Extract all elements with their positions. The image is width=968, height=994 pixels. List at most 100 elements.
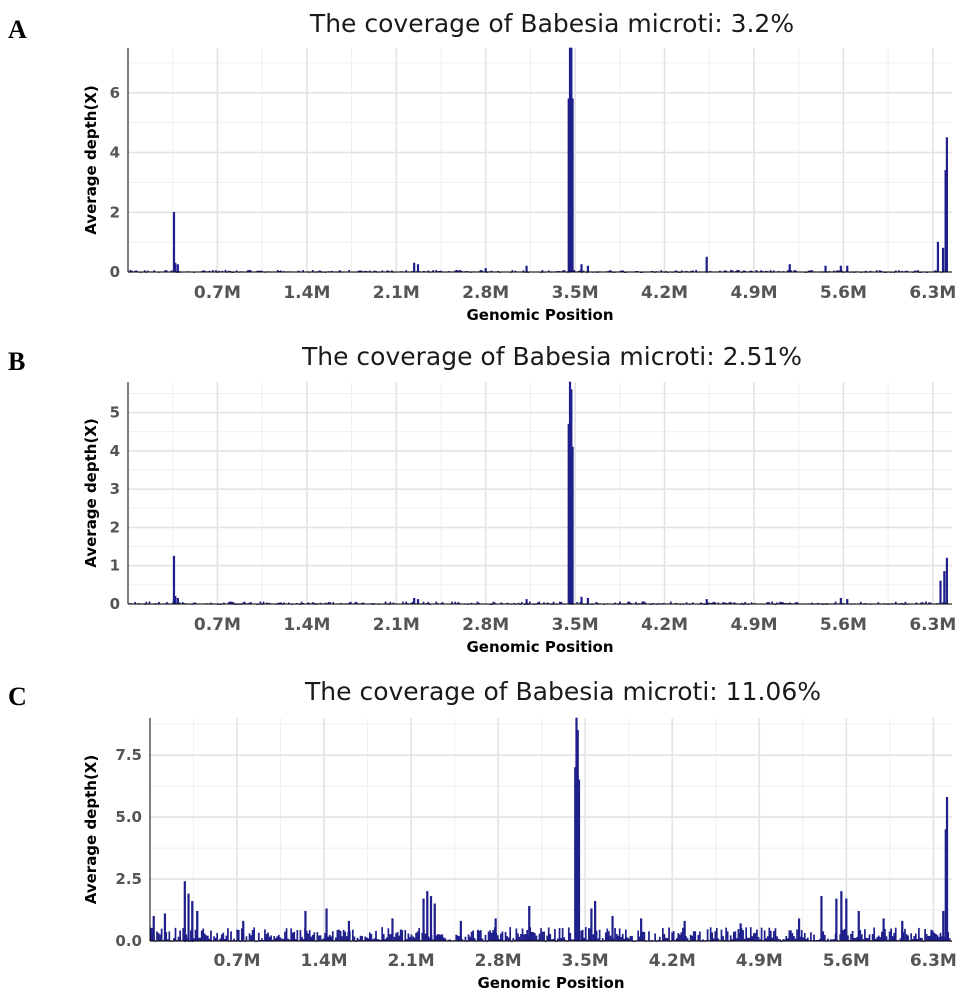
coverage-peak — [835, 898, 838, 942]
coverage-bar — [359, 935, 362, 942]
coverage-peak — [174, 596, 177, 605]
coverage-bar — [879, 937, 882, 942]
coverage-peak — [416, 264, 420, 273]
x-tick-label: 3.5M — [562, 951, 609, 971]
coverage-bars — [129, 381, 948, 605]
coverage-bar — [290, 928, 293, 942]
coverage-bar — [637, 930, 640, 942]
coverage-bar — [931, 930, 934, 942]
coverage-bar — [540, 928, 542, 942]
coverage-bar — [885, 936, 888, 942]
coverage-bar — [788, 930, 791, 942]
coverage-bar — [873, 927, 876, 942]
coverage-peak — [494, 918, 497, 942]
coverage-bar — [729, 935, 732, 942]
coverage-bar — [654, 933, 657, 942]
y-tick-label: 2.5 — [115, 870, 142, 888]
coverage-bar — [182, 928, 185, 942]
coverage-bar — [382, 933, 385, 942]
coverage-bar — [737, 929, 740, 942]
coverage-bar — [370, 933, 373, 942]
coverage-bar — [327, 936, 330, 942]
coverage-peak — [242, 920, 245, 942]
coverage-bar — [754, 932, 757, 942]
coverage-bar — [492, 930, 495, 942]
coverage-peak — [845, 898, 848, 942]
coverage-bar — [581, 929, 584, 942]
coverage-peak — [176, 264, 179, 273]
coverage-bar — [222, 932, 225, 942]
coverage-bar — [547, 927, 550, 942]
coverage-bar — [179, 930, 181, 942]
coverage-bar — [404, 929, 407, 942]
coverage-bar — [558, 928, 561, 942]
x-tick-label: 2.1M — [373, 615, 420, 635]
coverage-bar — [458, 936, 461, 942]
coverage-bar — [177, 936, 180, 942]
coverage-bar — [156, 931, 158, 942]
coverage-peak — [196, 910, 199, 942]
coverage-bar — [763, 930, 766, 942]
coverage-bar — [543, 931, 545, 942]
x-tick-label: 4.2M — [641, 615, 688, 635]
coverage-bar — [336, 930, 339, 942]
coverage-bar — [424, 933, 427, 942]
coverage-bar — [439, 934, 442, 942]
coverage-bar — [157, 933, 160, 942]
coverage-bar — [850, 933, 852, 942]
coverage-bar — [773, 931, 775, 942]
y-tick-label: 0.0 — [115, 932, 142, 950]
coverage-peak — [901, 920, 904, 942]
coverage-bars — [127, 47, 948, 273]
y-tick-label: 4 — [110, 144, 120, 162]
x-tick-label: 4.9M — [736, 951, 783, 971]
x-axis-label: Genomic Position — [466, 306, 613, 324]
coverage-bar — [618, 928, 621, 942]
coverage-bar — [924, 929, 926, 942]
coverage-bar — [518, 936, 521, 942]
coverage-bar — [213, 936, 215, 942]
coverage-bar — [270, 935, 272, 942]
coverage-peak — [577, 779, 581, 942]
coverage-bar — [598, 929, 601, 942]
coverage-peak — [183, 881, 186, 942]
coverage-bar — [860, 934, 863, 942]
coverage-bar — [490, 932, 493, 942]
coverage-bar — [904, 928, 906, 942]
coverage-bar — [532, 932, 535, 942]
coverage-bar — [202, 928, 205, 942]
coverage-bar — [561, 927, 564, 942]
coverage-bar — [888, 931, 891, 942]
coverage-bar — [677, 933, 680, 942]
coverage-bar — [587, 928, 590, 942]
coverage-bar — [230, 931, 232, 942]
coverage-bar — [328, 934, 331, 942]
coverage-bar — [691, 935, 694, 942]
coverage-bar — [464, 936, 467, 942]
coverage-bar — [859, 930, 862, 942]
coverage-bar — [785, 935, 788, 942]
coverage-bar — [629, 935, 632, 942]
coverage-peak — [944, 170, 947, 273]
coverage-bar — [523, 934, 525, 942]
coverage-bar — [678, 934, 681, 942]
coverage-bar — [936, 935, 939, 942]
coverage-bar — [745, 927, 748, 942]
coverage-bar — [776, 936, 778, 942]
coverage-bar — [914, 933, 917, 942]
coverage-bar — [793, 936, 795, 942]
coverage-bar — [375, 930, 377, 942]
coverage-bar — [345, 936, 348, 942]
coverage-bar — [939, 932, 942, 942]
coverage-bar — [894, 927, 897, 942]
y-tick-label: 7.5 — [115, 746, 142, 764]
y-tick-label: 5.0 — [115, 808, 142, 826]
coverage-bar — [368, 932, 371, 942]
coverage-bar — [469, 936, 471, 942]
coverage-bar — [301, 936, 303, 942]
x-tick-label: 1.4M — [283, 615, 330, 635]
y-tick-label: 2 — [110, 518, 120, 536]
panel-c: C The coverage of Babesia microti: 11.06%… — [8, 677, 957, 992]
coverage-bar — [927, 935, 929, 942]
coverage-bar — [279, 937, 282, 942]
